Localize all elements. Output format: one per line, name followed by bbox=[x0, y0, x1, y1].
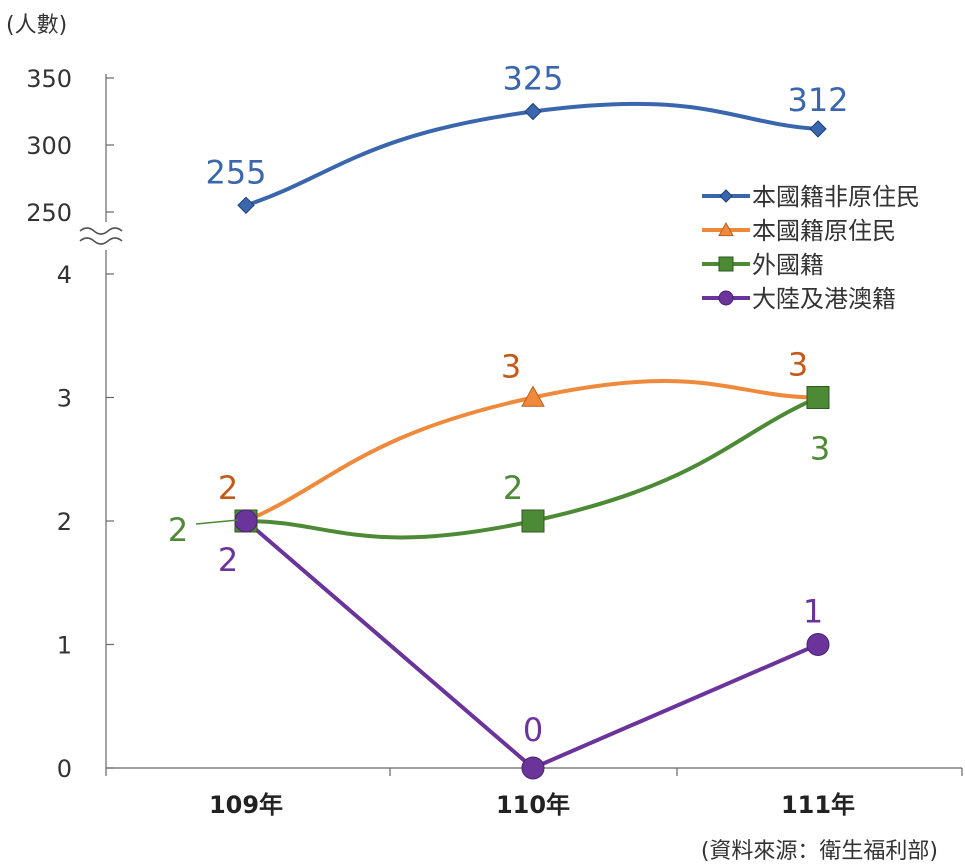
data-point-marker bbox=[524, 102, 542, 121]
legend-marker bbox=[718, 221, 734, 237]
y-tick-label: 1 bbox=[57, 632, 72, 660]
y-tick-label: 4 bbox=[57, 261, 72, 289]
data-label: 325 bbox=[502, 60, 563, 98]
data-point-marker bbox=[237, 196, 255, 215]
data-label: 255 bbox=[205, 153, 266, 191]
y-tick-label: 2 bbox=[57, 508, 72, 536]
source-note: (資料來源：衛生福利部) bbox=[701, 839, 938, 864]
data-label: 3 bbox=[501, 348, 521, 386]
data-point-marker bbox=[521, 756, 545, 780]
legend-marker bbox=[719, 189, 733, 203]
legend-label: 外國籍 bbox=[752, 251, 824, 279]
axis-break-mark bbox=[79, 227, 123, 235]
data-label: 3 bbox=[788, 346, 808, 384]
data-point-marker bbox=[806, 633, 830, 656]
data-label: 312 bbox=[787, 81, 848, 119]
data-label: 2 bbox=[168, 511, 188, 549]
y-tick-label: 300 bbox=[26, 132, 72, 160]
y-tick-label: 3 bbox=[57, 385, 72, 413]
legend-label: 大陸及港澳籍 bbox=[752, 285, 896, 313]
legend-label: 本國籍原住民 bbox=[752, 217, 896, 245]
y-tick-label: 350 bbox=[26, 65, 72, 93]
data-point-marker bbox=[234, 509, 258, 533]
data-point-marker bbox=[521, 509, 545, 533]
series-markers bbox=[234, 102, 830, 780]
legend-label: 本國籍非原住民 bbox=[752, 183, 920, 211]
data-label: 0 bbox=[523, 711, 543, 749]
legend-marker bbox=[718, 256, 734, 272]
series-lines bbox=[244, 101, 820, 770]
y-tick-label: 0 bbox=[57, 755, 72, 783]
y-axis-unit-label: (人數) bbox=[6, 13, 67, 38]
x-tick-label: 110年 bbox=[496, 791, 570, 819]
data-label: 2 bbox=[218, 541, 238, 579]
data-point-marker bbox=[521, 385, 545, 407]
label-leader-line bbox=[195, 519, 239, 525]
axis-break-mark bbox=[79, 237, 123, 245]
x-tick-label: 109年 bbox=[209, 791, 283, 819]
data-label: 1 bbox=[803, 593, 823, 631]
axes: 350 300 250 4 3 2 1 0 109年 110年 111年 bbox=[26, 65, 963, 819]
legend-marker bbox=[718, 290, 734, 306]
data-label: 3 bbox=[810, 430, 830, 468]
data-point-marker bbox=[809, 120, 827, 138]
data-label: 2 bbox=[218, 469, 238, 507]
x-tick-label: 111年 bbox=[781, 791, 855, 819]
data-point-marker bbox=[806, 386, 830, 409]
data-label: 2 bbox=[503, 469, 523, 507]
y-tick-label: 250 bbox=[26, 199, 72, 227]
